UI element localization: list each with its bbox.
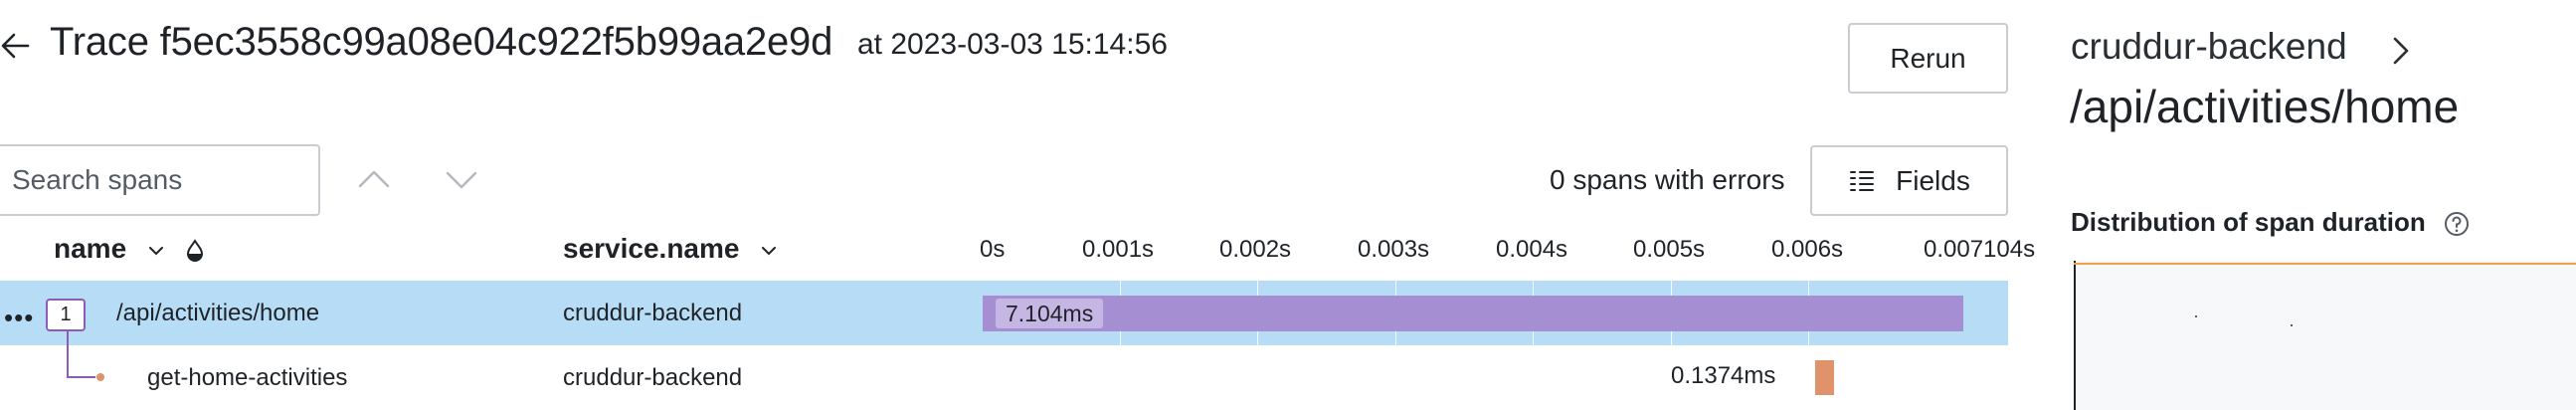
duration-distribution-chart <box>2074 261 2576 410</box>
trace-title: Trace f5ec3558c99a08e04c922f5b99aa2e9d <box>50 20 833 64</box>
distribution-line <box>2074 263 2576 265</box>
timeline-tick: 0.001s <box>1082 236 1155 263</box>
help-icon[interactable] <box>2442 209 2472 239</box>
sort-chevron-icon[interactable] <box>146 244 166 258</box>
timeline-tick: 0.005s <box>1633 236 1706 263</box>
search-placeholder: Search spans <box>12 164 183 195</box>
chevron-down-icon[interactable] <box>444 164 479 194</box>
columns-icon <box>1850 170 1875 191</box>
span-name[interactable]: get-home-activities <box>147 364 348 391</box>
fields-label: Fields <box>1896 164 1970 196</box>
details-operation-name: /api/activities/home <box>2070 81 2460 132</box>
timestamp-value: 2023-03-03 15:14:56 <box>890 28 1168 61</box>
timeline-tick: 0.006s <box>1771 236 1844 263</box>
trace-view: Trace f5ec3558c99a08e04c922f5b99aa2e9d a… <box>0 20 2036 410</box>
search-spans-input[interactable]: Search spans <box>0 144 320 216</box>
tree-connector-icon <box>67 331 104 381</box>
rerun-button[interactable]: Rerun <box>1848 23 2008 94</box>
span-duration-bar[interactable] <box>983 296 1963 331</box>
timeline-tick: 0.003s <box>1358 236 1430 263</box>
chart-point <box>2195 315 2197 317</box>
chart-point <box>2291 324 2293 326</box>
chevron-right-icon[interactable] <box>2387 34 2413 68</box>
back-arrow-icon[interactable] <box>0 26 34 66</box>
span-name[interactable]: /api/activities/home <box>116 300 320 326</box>
timeline-tick: 0.007104s <box>1924 236 2036 263</box>
sort-chevron-icon[interactable] <box>759 244 779 258</box>
table-row[interactable] <box>0 345 2008 410</box>
child-count-badge[interactable]: 1 <box>46 299 86 331</box>
chevron-up-icon[interactable] <box>356 164 392 194</box>
span-service: cruddur-backend <box>563 364 743 391</box>
errors-count: 0 spans with errors <box>1550 164 1785 195</box>
span-duration-label: 7.104ms <box>996 299 1104 328</box>
distribution-title: Distribution of span duration <box>2071 207 2426 237</box>
timeline-tick: 0.004s <box>1496 236 1568 263</box>
droplet-icon[interactable] <box>184 238 206 264</box>
fields-button[interactable]: Fields <box>1810 145 2008 216</box>
span-service: cruddur-backend <box>563 300 743 326</box>
more-options-icon[interactable]: ••• <box>4 303 35 332</box>
timeline-tick: 0s <box>980 236 1006 263</box>
trace-timestamp: at 2023-03-03 15:14:56 <box>857 28 1168 61</box>
span-duration-label: 0.1374ms <box>1671 362 1776 389</box>
column-header-service[interactable]: service.name <box>563 233 779 265</box>
column-header-name[interactable]: name <box>54 233 206 265</box>
span-duration-bar[interactable] <box>1814 360 1834 395</box>
timeline-tick: 0.002s <box>1219 236 1292 263</box>
details-service-name[interactable]: cruddur-backend <box>2071 26 2347 67</box>
